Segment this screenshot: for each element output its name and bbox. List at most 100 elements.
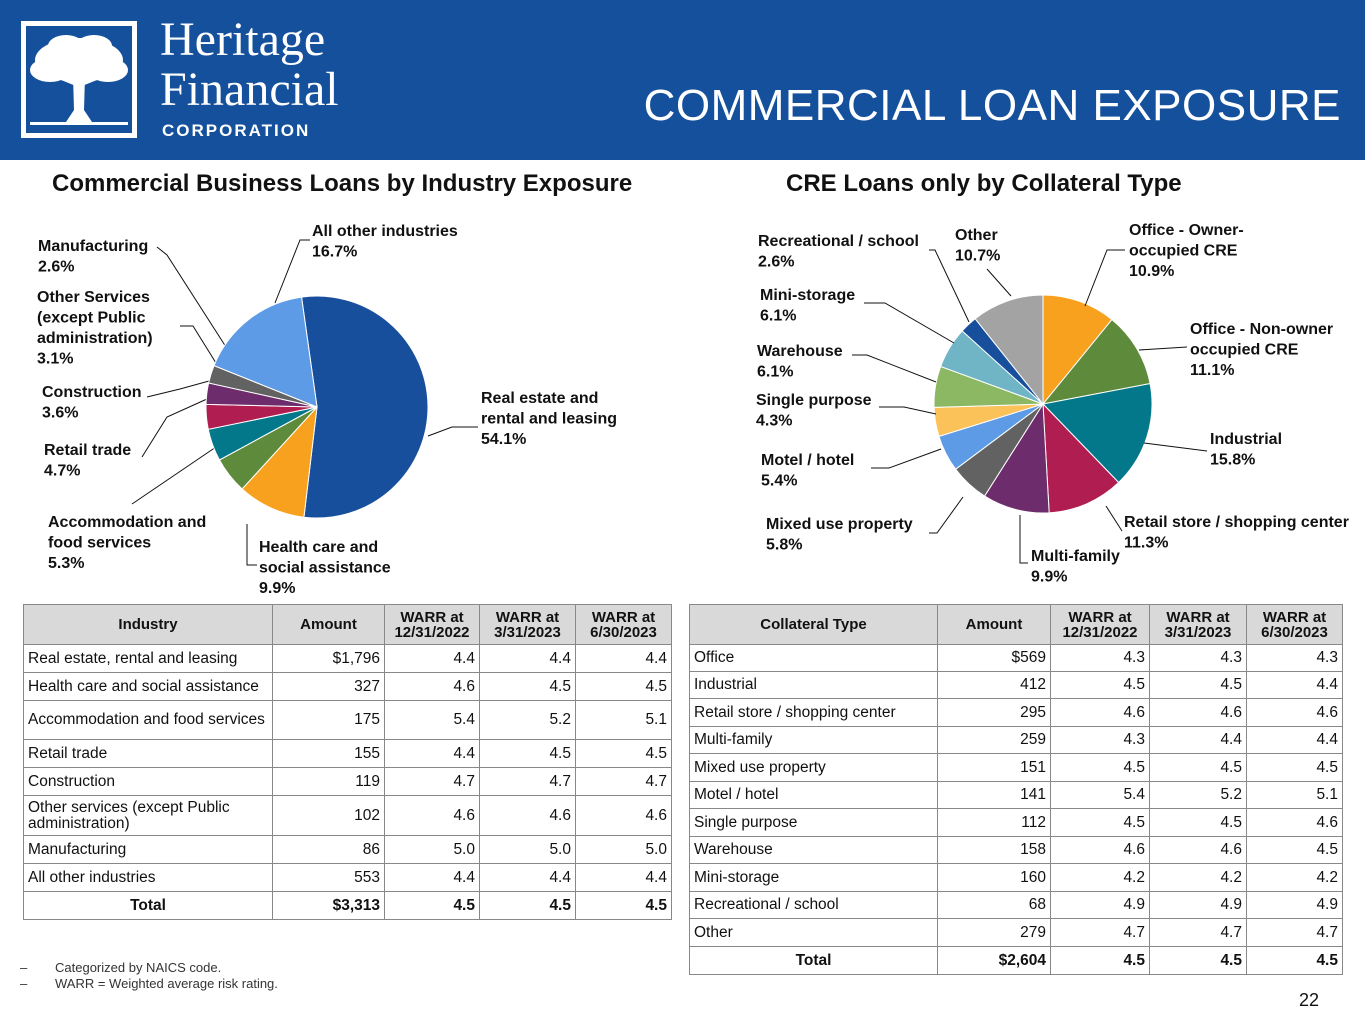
collateral-table-row-label: Recreational / school: [689, 891, 938, 919]
collateral-table-row-value: 4.7: [1050, 918, 1150, 947]
collateral-table-row-value: $569: [937, 644, 1051, 672]
industry-table-row-value: 4.7: [575, 767, 672, 796]
footnote-1: – Categorized by NAICS code.: [20, 960, 222, 975]
collateral-leader-warehouse: [852, 354, 937, 383]
collateral-table-total-cell: 4.5: [1246, 946, 1343, 975]
collateral-table-row-value: 4.2: [1050, 863, 1150, 892]
collateral-table-row-value: 4.6: [1246, 698, 1343, 727]
collateral-label-mixed-use-property: Mixed use property 5.8%: [766, 516, 913, 554]
pie-charts: Real estate and rental and leasing 54.1% He…: [37, 222, 1349, 597]
industry-table-row-value: 175: [272, 700, 385, 740]
industry-label-manufacturing: Manufacturing 2.6%: [38, 238, 148, 276]
pie-chart-industry: Real estate and rental and leasing 54.1% He…: [37, 223, 617, 597]
collateral-label-other: Other 10.7%: [955, 227, 1000, 265]
industry-table-row-label: Construction: [23, 767, 273, 796]
brand-name-line2: Financial: [160, 63, 339, 116]
industry-table-row-value: 4.6: [575, 795, 672, 836]
collateral-table-row-value: 141: [937, 781, 1051, 809]
industry-table-row: Manufacturing 86 5.0 5.0 5.0: [23, 835, 672, 864]
industry-label-real-estate-and-rental-and-leasing: Real estate and rental and leasing 54.1%: [481, 390, 617, 448]
industry-table-row-value: 102: [272, 795, 385, 836]
collateral-table-row: Industrial 412 4.5 4.5 4.4: [689, 671, 1343, 699]
collateral-table-row: Office $569 4.3 4.3 4.3: [689, 644, 1343, 672]
collateral-label-single-purpose: Single purpose 4.3%: [756, 392, 872, 430]
industry-table-row: Retail trade 155 4.4 4.5 4.5: [23, 739, 672, 768]
collateral-table-row-value: 4.3: [1246, 644, 1343, 672]
industry-table-row-value: 5.1: [575, 700, 672, 740]
collateral-table-row: Motel / hotel 141 5.4 5.2 5.1: [689, 781, 1343, 809]
collateral-table-row: Recreational / school 68 4.9 4.9 4.9: [689, 891, 1343, 919]
industry-table-row-value: 4.6: [479, 795, 576, 836]
collateral-leader-industrial: [1143, 442, 1208, 452]
collateral-table-row-label: Other: [689, 918, 938, 947]
collateral-table-row: Retail store / shopping center 295 4.6 4.6 4…: [689, 698, 1343, 727]
collateral-leader-mini-storage: [864, 302, 955, 344]
collateral-label-mini-storage: Mini-storage 6.1%: [760, 287, 855, 325]
collateral-table-row-value: 5.2: [1149, 781, 1247, 809]
footnotes: – Categorized by NAICS code. – WARR = Weig…: [20, 960, 278, 992]
industry-table-header-cell: Amount: [272, 604, 385, 645]
industry-table-header: Industry Amount WARR at 12/31/2022 WARR at 3/…: [23, 604, 672, 645]
collateral-table: Collateral Type Amount WARR at 12/31/2022 WA…: [689, 604, 1343, 975]
collateral-label-office-owner-occupied-cre: Office - Owner-occupied CRE 10.9%: [1129, 222, 1244, 280]
industry-table-row-value: 4.5: [479, 739, 576, 768]
industry-table-row-value: 327: [272, 672, 385, 701]
industry-table-row: Accommodation and food services 175 5.4 5.2…: [23, 700, 672, 740]
collateral-table-row: Warehouse 158 4.6 4.6 4.5: [689, 836, 1343, 864]
industry-table: Industry Amount WARR at 12/31/2022 WARR at 3/…: [23, 604, 672, 920]
collateral-table-header-cell: WARR at 12/31/2022: [1050, 604, 1150, 645]
industry-table-total-cell: Total: [23, 891, 273, 920]
collateral-table-row: Multi-family 259 4.3 4.4 4.4: [689, 726, 1343, 754]
collateral-table-row-value: 4.3: [1149, 644, 1247, 672]
collateral-table-row-label: Multi-family: [689, 726, 938, 754]
collateral-table-row-value: 4.9: [1050, 891, 1150, 919]
industry-table-total-row: Total $3,313 4.5 4.5 4.5: [23, 891, 672, 920]
collateral-table-row-value: 151: [937, 753, 1051, 782]
collateral-table-row-value: 295: [937, 698, 1051, 727]
industry-table-row-value: 5.0: [479, 835, 576, 864]
collateral-table-row-value: 4.6: [1246, 808, 1343, 837]
brand-name-line1: Heritage: [160, 13, 326, 66]
collateral-table-row-value: 4.5: [1149, 753, 1247, 782]
industry-table-row-value: $1,796: [272, 644, 385, 673]
collateral-table-row-value: 4.4: [1246, 671, 1343, 699]
collateral-table-row-value: 4.2: [1246, 863, 1343, 892]
industry-table-total-cell: 4.5: [575, 891, 672, 920]
collateral-table-row-value: 4.4: [1149, 726, 1247, 754]
collateral-table-row-label: Mixed use property: [689, 753, 938, 782]
collateral-label-motel-hotel: Motel / hotel 5.4%: [761, 452, 854, 490]
header-banner: Heritage Financial CORPORATION COMMERCIA…: [0, 0, 1365, 160]
collateral-table-row-value: 4.6: [1050, 836, 1150, 864]
collateral-table-total-cell: 4.5: [1050, 946, 1150, 975]
footnote-2: – WARR = Weighted average risk rating.: [20, 976, 278, 991]
industry-table-row-value: 4.7: [479, 767, 576, 796]
industry-table-row-label: Accommodation and food services: [23, 700, 273, 740]
collateral-leader-motel-hotel: [871, 448, 942, 469]
pie-chart-collateral: Office - Owner-occupied CRE 10.9% Office -…: [756, 222, 1349, 586]
collateral-table-row-value: 4.5: [1050, 671, 1150, 699]
industry-table-row-value: 4.4: [575, 863, 672, 892]
collateral-table-row-value: 4.5: [1050, 753, 1150, 782]
collateral-leader-retail-store-shopping-center: [1105, 505, 1123, 532]
collateral-table-row-value: 4.4: [1246, 726, 1343, 754]
industry-table-row: Other services (except Public administra…: [23, 795, 672, 836]
industry-table-header-cell: WARR at 6/30/2023: [575, 604, 672, 645]
industry-table-header-cell: Industry: [23, 604, 273, 645]
industry-leader-accommodation-and-food-services: [131, 446, 217, 505]
collateral-table-row-label: Warehouse: [689, 836, 938, 864]
industry-table-row-label: Real estate, rental and leasing: [23, 644, 273, 673]
collateral-table-row-value: 412: [937, 671, 1051, 699]
industry-table-row-value: 155: [272, 739, 385, 768]
industry-table-row: All other industries 553 4.4 4.4 4.4: [23, 863, 672, 892]
collateral-table-row-value: 4.5: [1050, 808, 1150, 837]
industry-table-row-value: 4.5: [479, 672, 576, 701]
collateral-slice-office-non-owner-occupied-cre: [1041, 318, 1151, 405]
industry-table-row-value: 4.4: [384, 644, 480, 673]
collateral-table-row-label: Retail store / shopping center: [689, 698, 938, 727]
industry-leader-manufacturing: [156, 246, 227, 348]
collateral-table-row-value: 160: [937, 863, 1051, 892]
collateral-label-industrial: Industrial 15.8%: [1210, 431, 1282, 469]
collateral-leader-recreational-school: [929, 249, 970, 323]
collateral-table-row-value: 4.5: [1149, 808, 1247, 837]
collateral-table-row-value: 4.5: [1246, 753, 1343, 782]
